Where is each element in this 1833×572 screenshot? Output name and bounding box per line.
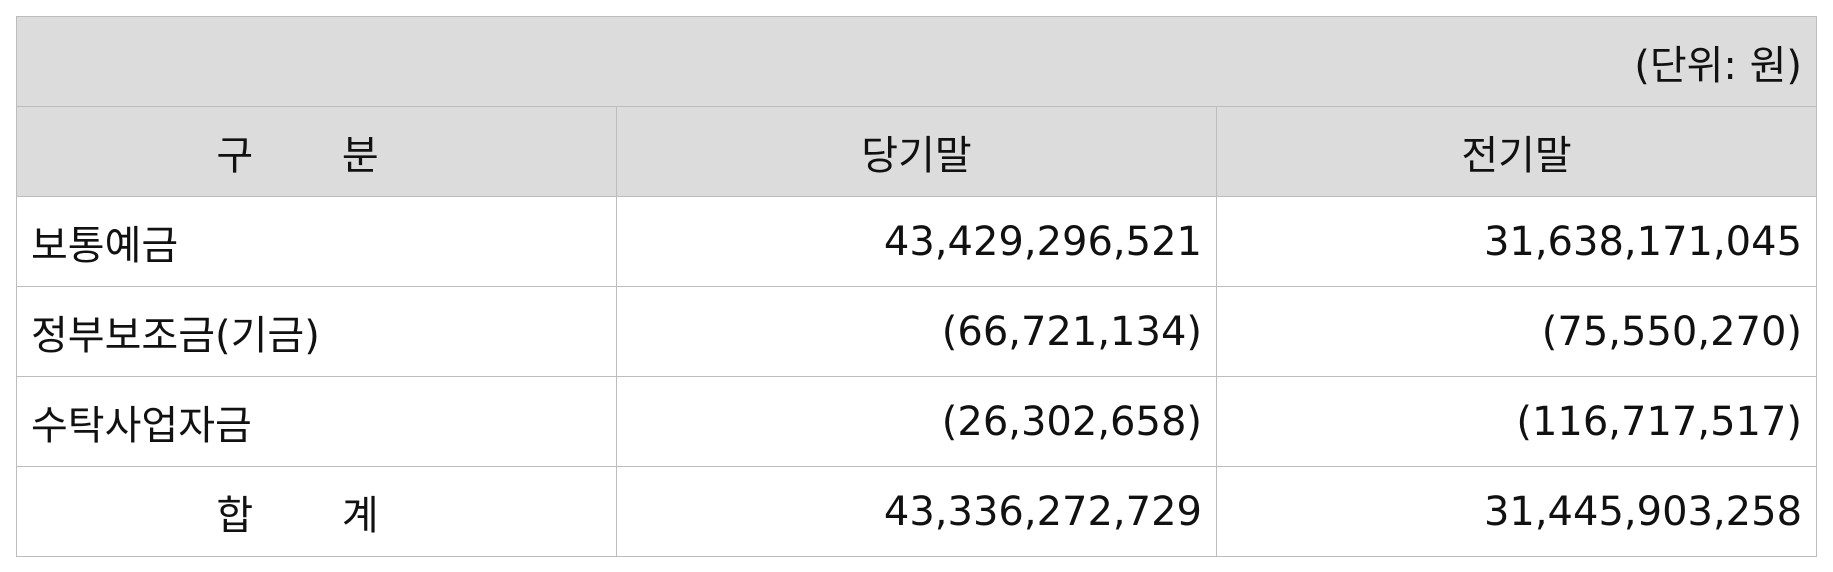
total-previous-value: 31,445,903,258 [1215,466,1818,557]
table-row: 보통예금 43,429,296,521 31,638,171,045 [16,196,1818,287]
deposit-table: (단위: 원) 구 분 당기말 전기말 보통예금 43,429,296,521 … [15,16,1818,557]
previous-value: (116,717,517) [1215,376,1818,467]
total-current-value: 43,336,272,729 [616,466,1217,557]
header-row: 구 분 당기말 전기말 [16,106,1818,197]
current-value: (26,302,658) [616,376,1217,467]
header-current-period: 당기말 [616,106,1217,197]
table-row: 수탁사업자금 (26,302,658) (116,717,517) [16,376,1818,467]
previous-value: 31,638,171,045 [1215,196,1818,287]
total-label: 합 계 [16,466,617,557]
unit-row: (단위: 원) [15,16,1818,107]
previous-value: (75,550,270) [1215,286,1818,377]
row-label: 정부보조금(기금) [16,286,617,377]
deposit-table-container: (단위: 원) 구 분 당기말 전기말 보통예금 43,429,296,521 … [15,16,1818,557]
unit-label: (단위: 원) [15,16,1818,107]
row-label: 보통예금 [16,196,617,287]
total-row: 합 계 43,336,272,729 31,445,903,258 [16,466,1818,557]
table-row: 정부보조금(기금) (66,721,134) (75,550,270) [16,286,1818,377]
header-category: 구 분 [16,106,617,197]
row-label: 수탁사업자금 [16,376,617,467]
header-previous-period: 전기말 [1215,106,1818,197]
current-value: 43,429,296,521 [616,196,1217,287]
current-value: (66,721,134) [616,286,1217,377]
